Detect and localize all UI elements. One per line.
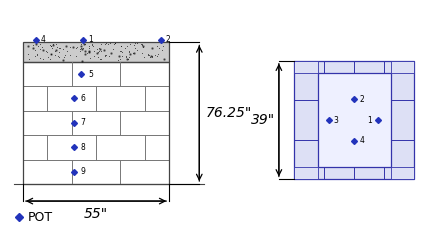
Bar [294,61,317,73]
Bar [23,135,169,160]
Text: 55": 55" [84,207,108,221]
Text: 4: 4 [359,136,364,145]
Text: 1: 1 [368,116,372,125]
Bar [23,86,169,111]
Text: 76.25": 76.25" [206,106,252,120]
Text: 2: 2 [166,35,171,44]
Text: 1: 1 [88,35,93,44]
Bar [391,61,414,73]
Bar [23,111,169,135]
Bar [391,167,414,179]
Bar [317,73,391,167]
Bar [23,62,169,86]
Bar [23,160,169,184]
Bar [294,167,317,179]
Bar [294,61,414,179]
Text: 39": 39" [251,113,275,127]
Text: 6: 6 [81,94,85,103]
Text: 8: 8 [81,143,85,152]
Bar [23,62,169,184]
Text: 3: 3 [334,116,339,125]
Text: 9: 9 [81,167,85,176]
Text: POT: POT [28,211,53,224]
Text: 4: 4 [41,35,46,44]
Text: 7: 7 [81,119,85,128]
Text: 5: 5 [88,70,93,79]
Bar [23,43,169,62]
Text: 2: 2 [359,95,364,104]
